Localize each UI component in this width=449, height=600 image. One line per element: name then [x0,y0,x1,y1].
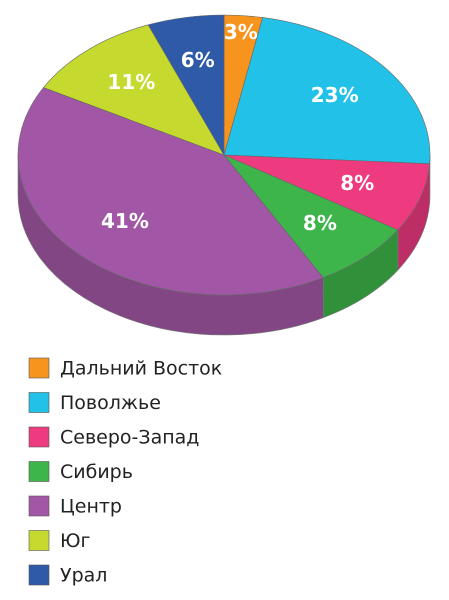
slice [42,24,225,156]
data-label: 11% [107,70,155,94]
legend-label: Центр [60,496,122,518]
legend-label: Юг [60,530,91,552]
data-label: 3% [224,20,258,44]
legend-label: Дальний Восток [60,358,222,380]
slice [223,154,399,279]
slice [17,87,324,296]
legend-swatch [28,426,50,448]
data-label: 23% [311,83,359,107]
legend-swatch [28,357,50,379]
data-label: 41% [101,209,149,233]
data-label: 8% [303,211,337,235]
data-label: 8% [340,171,374,195]
legend-label: Урал [60,565,107,587]
legend-swatch [28,564,50,586]
legend-swatch [28,495,50,517]
legend-label: Северо-Запад [60,427,199,449]
legend-label: Сибирь [60,461,133,483]
slice [147,14,225,157]
data-label: 6% [181,48,215,72]
legend-swatch [28,461,50,482]
legend-swatch [28,392,50,413]
legend-swatch [28,530,50,551]
legend-label: Поволжье [60,392,161,414]
slice [223,154,430,231]
slice [223,17,431,165]
